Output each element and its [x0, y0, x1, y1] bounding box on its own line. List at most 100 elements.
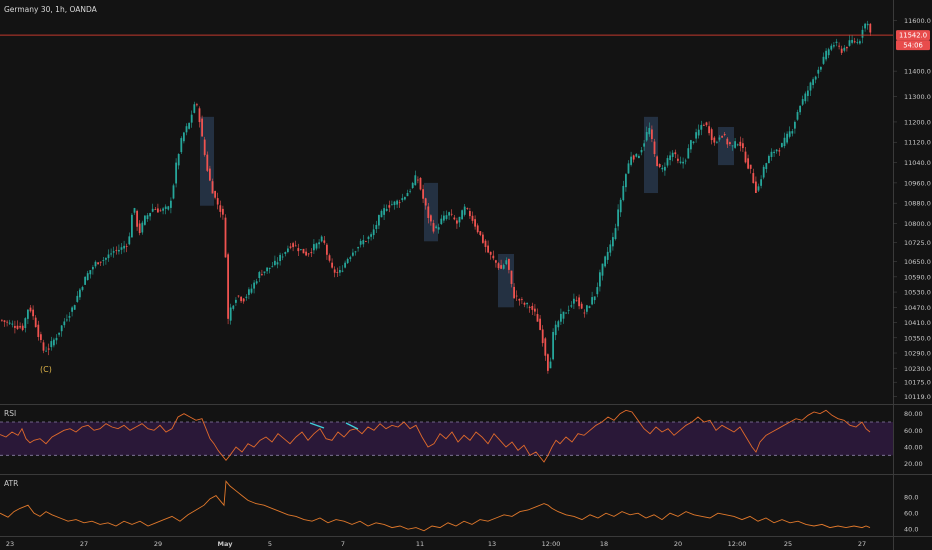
- candle: [523, 301, 526, 308]
- candle: [788, 126, 791, 139]
- candle-countdown: 54:06: [903, 41, 923, 49]
- candle: [112, 246, 115, 258]
- candle: [352, 248, 354, 257]
- candle: [736, 143, 739, 147]
- candle: [305, 248, 307, 257]
- candle: [536, 308, 539, 322]
- atr-line: [0, 480, 871, 532]
- time-tick-label: May: [218, 540, 234, 548]
- last-price-value: 11542.0: [899, 31, 927, 39]
- atr-tick-label: 60.0: [904, 510, 918, 518]
- time-tick-label: 7: [341, 540, 345, 548]
- candle: [456, 217, 458, 229]
- candle: [263, 271, 266, 276]
- candle: [201, 115, 203, 137]
- candle: [666, 155, 669, 168]
- candle: [216, 192, 219, 210]
- candle: [630, 151, 632, 167]
- price-tick-label: 10590.0: [904, 273, 931, 281]
- time-tick-label: 13: [488, 540, 496, 548]
- candle: [775, 149, 778, 154]
- candle: [365, 240, 367, 242]
- atr-pane[interactable]: ATR: [0, 479, 871, 532]
- candle: [658, 163, 661, 169]
- candle: [105, 257, 107, 265]
- candle: [411, 181, 414, 189]
- candle: [211, 178, 214, 194]
- candle: [164, 204, 167, 215]
- candle: [487, 240, 489, 254]
- price-pane[interactable]: (C): [0, 20, 893, 374]
- candle: [508, 258, 510, 274]
- candle: [297, 243, 300, 256]
- candle: [209, 165, 211, 182]
- rsi-axis[interactable]: 80.00 60.00 40.00 20.00: [904, 410, 923, 468]
- candle: [141, 220, 144, 235]
- candle: [151, 203, 154, 213]
- candle: [729, 141, 731, 146]
- time-tick-label: 27: [80, 540, 88, 548]
- candle: [268, 267, 271, 274]
- candle: [71, 306, 73, 317]
- candle: [110, 248, 112, 257]
- candle: [671, 150, 674, 162]
- candle: [513, 283, 515, 299]
- highlight-box: [424, 182, 438, 242]
- candle: [274, 255, 276, 267]
- rsi-pane[interactable]: RSI: [0, 409, 893, 463]
- candle: [547, 353, 549, 374]
- candle: [177, 153, 180, 170]
- candle: [219, 200, 222, 218]
- candle: [664, 162, 666, 176]
- candle: [159, 208, 162, 212]
- candle: [214, 190, 216, 200]
- atr-axis[interactable]: 80.0 60.0 40.0: [904, 494, 918, 534]
- candle: [380, 209, 383, 218]
- rsi-line: [0, 409, 871, 463]
- price-tick-label: 10725.0: [904, 239, 931, 247]
- candle: [651, 125, 653, 143]
- candle: [869, 23, 872, 37]
- candle: [599, 269, 601, 292]
- candle: [1, 319, 3, 322]
- candle: [128, 232, 131, 246]
- candle: [786, 131, 788, 145]
- candle: [814, 75, 817, 84]
- rsi-divergence-line-1: [309, 422, 325, 429]
- rsi-tick-label: 40.00: [904, 444, 923, 452]
- price-tick-label: 10470.0: [904, 304, 931, 312]
- candlestick-series: [1, 20, 872, 374]
- candle: [102, 256, 105, 266]
- candle: [567, 305, 570, 315]
- candle: [474, 215, 476, 230]
- candle: [388, 200, 391, 213]
- candle: [518, 298, 521, 306]
- candle: [287, 245, 289, 254]
- candle: [37, 320, 40, 341]
- price-axis[interactable]: 11600.0 11400.0 11300.0 11200.0 11120.0 11040…: [893, 17, 931, 401]
- candle: [502, 263, 505, 270]
- candle: [89, 270, 92, 279]
- time-axis[interactable]: 23 27 29 May 5 7 11 13 12:00 18 20 12:00 25 27: [6, 540, 866, 548]
- candle: [583, 309, 586, 318]
- candle: [453, 215, 456, 221]
- candle: [856, 38, 859, 45]
- price-tick-label: 10230.0: [904, 365, 931, 373]
- candle: [224, 214, 227, 258]
- candle: [866, 20, 869, 30]
- candle: [118, 244, 120, 255]
- candle: [320, 235, 323, 243]
- candle: [424, 197, 427, 210]
- candle: [580, 301, 583, 310]
- candle: [271, 262, 274, 268]
- price-tick-label: 11120.0: [904, 139, 931, 147]
- candle: [63, 318, 66, 328]
- candle: [601, 263, 604, 281]
- candle: [302, 248, 305, 254]
- candle: [482, 232, 484, 244]
- candle: [53, 337, 55, 348]
- price-tick-label: 11400.0: [904, 68, 931, 76]
- candle: [742, 138, 744, 152]
- price-tick-label: 10175.0: [904, 379, 931, 387]
